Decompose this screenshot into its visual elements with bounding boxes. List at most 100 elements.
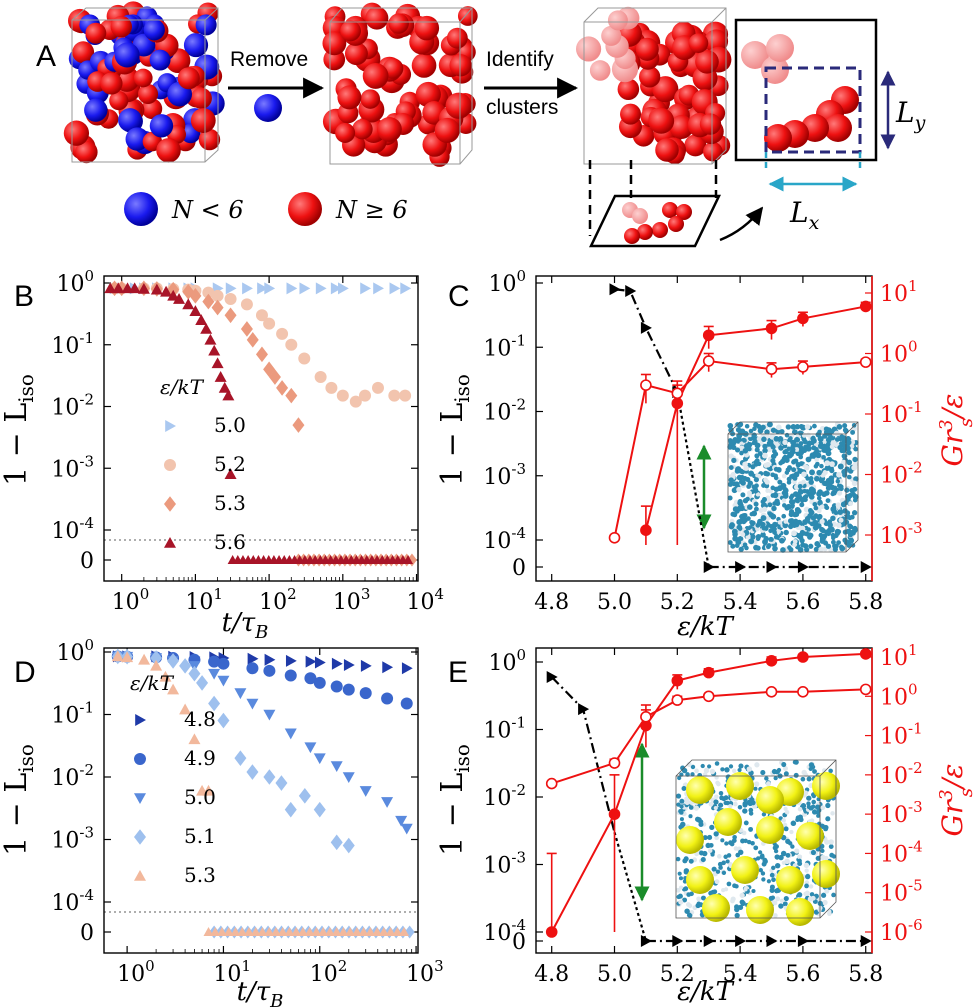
inset-monomer [805, 476, 810, 481]
lx-label: Lx [789, 196, 820, 234]
panel-c: C 4.8 5.0 5.2 5.4 5.6 5.8 100 10-1 10-2 10-3 10-40… [435, 267, 977, 642]
data-point [263, 317, 276, 330]
inset-monomer [813, 513, 819, 519]
inset-monomer [804, 868, 809, 873]
particle [434, 117, 460, 143]
data-point [399, 389, 412, 402]
inset-monomer [828, 839, 834, 845]
inset-monomer [676, 802, 681, 807]
removed-particle-icon [254, 94, 282, 122]
inset-monomer [787, 518, 794, 524]
legend-label: 5.3 [184, 863, 216, 887]
inset-monomer [684, 799, 690, 805]
inset-monomer [744, 424, 750, 429]
zero-point [284, 927, 295, 936]
data-point [179, 703, 192, 715]
y-tick-label: 10-4 [51, 886, 94, 916]
inset-monomer [748, 436, 754, 442]
inset-monomer [730, 511, 736, 517]
data-point [137, 282, 150, 294]
inset-monomer [830, 506, 837, 513]
particle [638, 66, 661, 88]
inset-monomer [783, 806, 788, 812]
inset-monomer [809, 892, 815, 897]
particle [337, 85, 362, 110]
data-point [246, 698, 259, 710]
crowder-sphere [686, 776, 714, 804]
inset-monomer [753, 459, 760, 466]
inset-monomer [681, 786, 687, 792]
data-point [202, 784, 215, 796]
legend-marker [134, 829, 146, 845]
zero-point [277, 927, 288, 936]
y-tick-label: 10-4 [51, 514, 94, 544]
inset-monomer [684, 908, 690, 914]
data-point [342, 683, 355, 696]
data-point [359, 687, 372, 700]
panel-d: D 100 101 102 103 100 10-1 10-2 10-3 10-4 0 ε/kT … [0, 636, 444, 1008]
x-tick-label: 5.6 [785, 590, 820, 615]
inset-monomer [759, 521, 766, 528]
inset-monomer [675, 856, 681, 862]
panel-letter-c: C [448, 280, 470, 313]
inset-monomer [724, 767, 730, 773]
y-right-tick-label: 10-6 [880, 916, 923, 946]
inset-monomer [776, 769, 781, 774]
legend-blue-label: N < 6 [171, 196, 244, 224]
data-point [298, 788, 311, 804]
inset-monomer [729, 841, 735, 847]
zero-point [223, 927, 234, 936]
inset-monomer [823, 426, 829, 432]
xlabel-b: t/τB [222, 608, 269, 643]
inset-monomer [824, 855, 829, 861]
legend-label: 4.9 [184, 746, 216, 770]
data-point [285, 387, 298, 404]
y-tick-label: 10-1 [51, 329, 94, 359]
inset-monomer [761, 496, 767, 503]
inset-monomer [793, 458, 799, 464]
inset-monomer [700, 857, 706, 863]
y-tick-label: 0 [512, 930, 526, 955]
inset-monomer [752, 426, 757, 431]
inset-monomer [808, 479, 814, 485]
y-tick-label: 10-3 [483, 849, 526, 879]
panel-letter-d: D [14, 656, 36, 689]
inset-monomer [679, 804, 684, 809]
inset-monomer [807, 507, 813, 513]
inset-monomer [728, 465, 734, 470]
inset-monomer [833, 510, 839, 516]
inset-monomer [765, 488, 770, 493]
zero-point [230, 927, 241, 936]
data-point [217, 712, 230, 729]
legend-marker [134, 793, 146, 804]
data-point [150, 283, 163, 295]
x-tick-label: 5.0 [597, 962, 632, 987]
clusters-label: clusters [486, 96, 558, 119]
inset-monomer [841, 448, 847, 454]
inset-monomer [784, 432, 790, 438]
xlabel-e: ε/kT [677, 977, 734, 1007]
cube-clusters [575, 6, 732, 165]
inset-monomer [718, 802, 724, 808]
inset-monomer [743, 452, 750, 458]
inset-monomer [728, 764, 734, 769]
plot-frame-b [103, 275, 419, 582]
inset-monomer [721, 887, 726, 893]
inset-monomer [784, 809, 790, 815]
zero-point [372, 927, 383, 936]
zero-point [358, 927, 369, 936]
zero-point [257, 927, 268, 936]
legend-marker [134, 870, 146, 881]
inset-monomer [821, 454, 826, 460]
inset-monomer [720, 767, 725, 772]
crowder-sphere [786, 898, 814, 926]
inset-monomer [813, 546, 819, 552]
inset-monomer [791, 522, 798, 528]
data-point [202, 293, 215, 310]
inset-monomer [740, 532, 746, 537]
ylabel-right-e: Gr3s/ε [936, 764, 977, 837]
inset-monomer [774, 844, 779, 849]
inset-monomer [801, 769, 807, 776]
inset-monomer [793, 772, 799, 778]
data-point [264, 282, 276, 295]
